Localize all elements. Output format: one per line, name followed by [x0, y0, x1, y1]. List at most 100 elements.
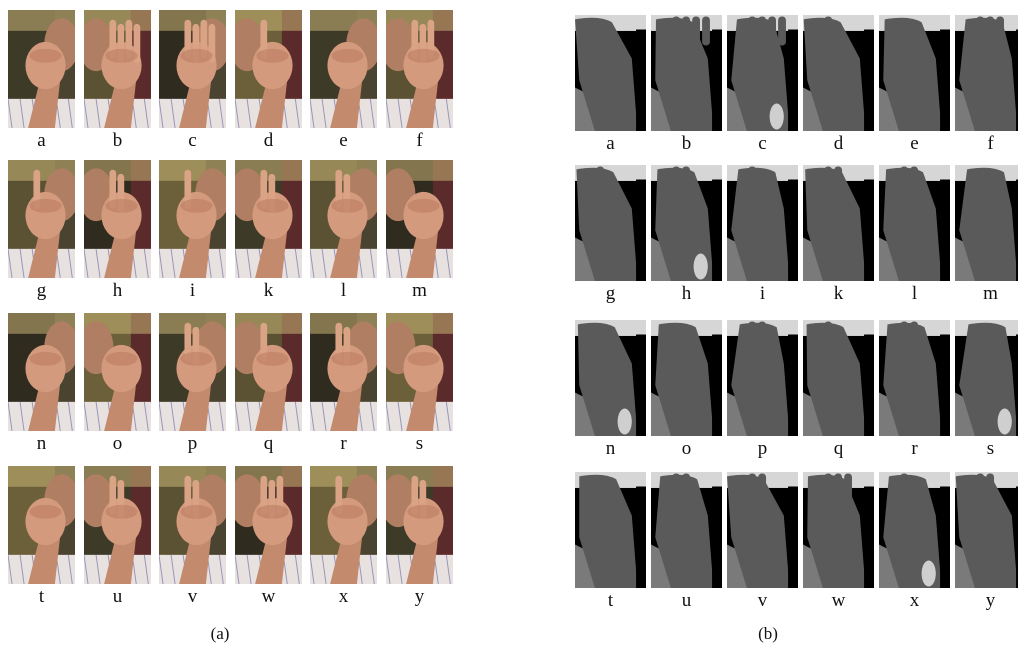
photo-letter-label: i — [189, 280, 196, 301]
mask-cell-u: u — [651, 472, 722, 613]
mask-cell-a: a — [575, 15, 646, 156]
mask-letter-label: s — [986, 438, 995, 459]
photo-cell-c: c — [159, 10, 226, 153]
photo-letter-label: b — [112, 130, 123, 151]
mask-cell-l: l — [879, 165, 950, 306]
mask-letter-label: d — [833, 133, 844, 154]
photo-cell-r: r — [310, 313, 377, 456]
mask-cell-r: r — [879, 320, 950, 461]
segmentation-mask-h — [651, 165, 722, 281]
segmentation-mask-c — [727, 15, 798, 131]
segmentation-mask-g — [575, 165, 646, 281]
mask-letter-label: f — [987, 133, 994, 154]
mask-cell-w: w — [803, 472, 874, 613]
mask-cell-q: q — [803, 320, 874, 461]
mask-letter-label: y — [985, 590, 996, 611]
hand-gesture-photo-t — [8, 466, 75, 584]
mask-letter-label: t — [607, 590, 614, 611]
segmentation-mask-l — [879, 165, 950, 281]
photo-letter-label: q — [263, 433, 274, 454]
hand-gesture-photo-r — [310, 313, 377, 431]
mask-cell-e: e — [879, 15, 950, 156]
hand-gesture-photo-i — [159, 160, 226, 278]
photo-letter-label: d — [263, 130, 274, 151]
mask-cell-m: m — [955, 165, 1018, 306]
photo-letter-label: m — [412, 280, 427, 301]
hand-gesture-photo-w — [235, 466, 302, 584]
segmentation-mask-p — [727, 320, 798, 436]
mask-letter-label: m — [983, 283, 998, 304]
photo-cell-k: k — [235, 160, 302, 303]
segmentation-mask-i — [727, 165, 798, 281]
photo-cell-x: x — [310, 466, 377, 609]
photo-letter-label: f — [416, 130, 423, 151]
photo-cell-n: n — [8, 313, 75, 456]
segmentation-mask-m — [955, 165, 1018, 281]
segmentation-mask-s — [955, 320, 1018, 436]
mask-cell-y: y — [955, 472, 1018, 613]
photo-cell-h: h — [84, 160, 151, 303]
photo-letter-label: e — [339, 130, 348, 151]
photo-letter-label: p — [187, 433, 198, 454]
mask-letter-label: l — [911, 283, 918, 304]
mask-cell-d: d — [803, 15, 874, 156]
mask-letter-label: o — [681, 438, 692, 459]
mask-letter-label: h — [681, 283, 692, 304]
hand-gesture-photo-g — [8, 160, 75, 278]
photo-cell-d: d — [235, 10, 302, 153]
photo-cell-t: t — [8, 466, 75, 609]
mask-cell-s: s — [955, 320, 1018, 461]
hand-gesture-photo-a — [8, 10, 75, 128]
photo-cell-b: b — [84, 10, 151, 153]
photo-cell-i: i — [159, 160, 226, 303]
photo-letter-label: v — [187, 586, 198, 607]
mask-letter-label: c — [758, 133, 767, 154]
photo-cell-s: s — [386, 313, 453, 456]
segmentation-mask-a — [575, 15, 646, 131]
mask-cell-c: c — [727, 15, 798, 156]
hand-gesture-photo-h — [84, 160, 151, 278]
mask-cell-b: b — [651, 15, 722, 156]
photo-cell-m: m — [386, 160, 453, 303]
photo-letter-label: s — [415, 433, 424, 454]
panel-a-caption: (a) — [210, 624, 230, 643]
photo-letter-label: t — [38, 586, 45, 607]
hand-gesture-photo-e — [310, 10, 377, 128]
hand-gesture-photo-u — [84, 466, 151, 584]
hand-gesture-photo-s — [386, 313, 453, 431]
photo-letter-label: g — [36, 280, 47, 301]
hand-gesture-photo-v — [159, 466, 226, 584]
photo-letter-label: x — [338, 586, 349, 607]
photo-cell-w: w — [235, 466, 302, 609]
hand-gesture-photo-l — [310, 160, 377, 278]
photo-cell-f: f — [386, 10, 453, 153]
mask-letter-label: b — [681, 133, 692, 154]
mask-letter-label: r — [911, 438, 918, 459]
hand-gesture-photo-d — [235, 10, 302, 128]
segmentation-mask-e — [879, 15, 950, 131]
segmentation-mask-b — [651, 15, 722, 131]
segmentation-mask-k — [803, 165, 874, 281]
hand-gesture-photo-b — [84, 10, 151, 128]
mask-letter-label: e — [910, 133, 919, 154]
hand-gesture-photo-q — [235, 313, 302, 431]
mask-cell-f: f — [955, 15, 1018, 156]
segmentation-mask-o — [651, 320, 722, 436]
mask-letter-label: u — [681, 590, 692, 611]
segmentation-mask-q — [803, 320, 874, 436]
mask-cell-k: k — [803, 165, 874, 306]
hand-gesture-photo-o — [84, 313, 151, 431]
photo-cell-y: y — [386, 466, 453, 609]
mask-cell-h: h — [651, 165, 722, 306]
photo-cell-o: o — [84, 313, 151, 456]
photo-letter-label: y — [414, 586, 425, 607]
photo-letter-label: a — [37, 130, 46, 151]
photo-cell-a: a — [8, 10, 75, 153]
hand-gesture-photo-y — [386, 466, 453, 584]
hand-gesture-photo-x — [310, 466, 377, 584]
hand-gesture-photo-f — [386, 10, 453, 128]
photo-letter-label: w — [261, 586, 276, 607]
segmentation-mask-f — [955, 15, 1018, 131]
photo-cell-q: q — [235, 313, 302, 456]
mask-letter-label: v — [757, 590, 768, 611]
